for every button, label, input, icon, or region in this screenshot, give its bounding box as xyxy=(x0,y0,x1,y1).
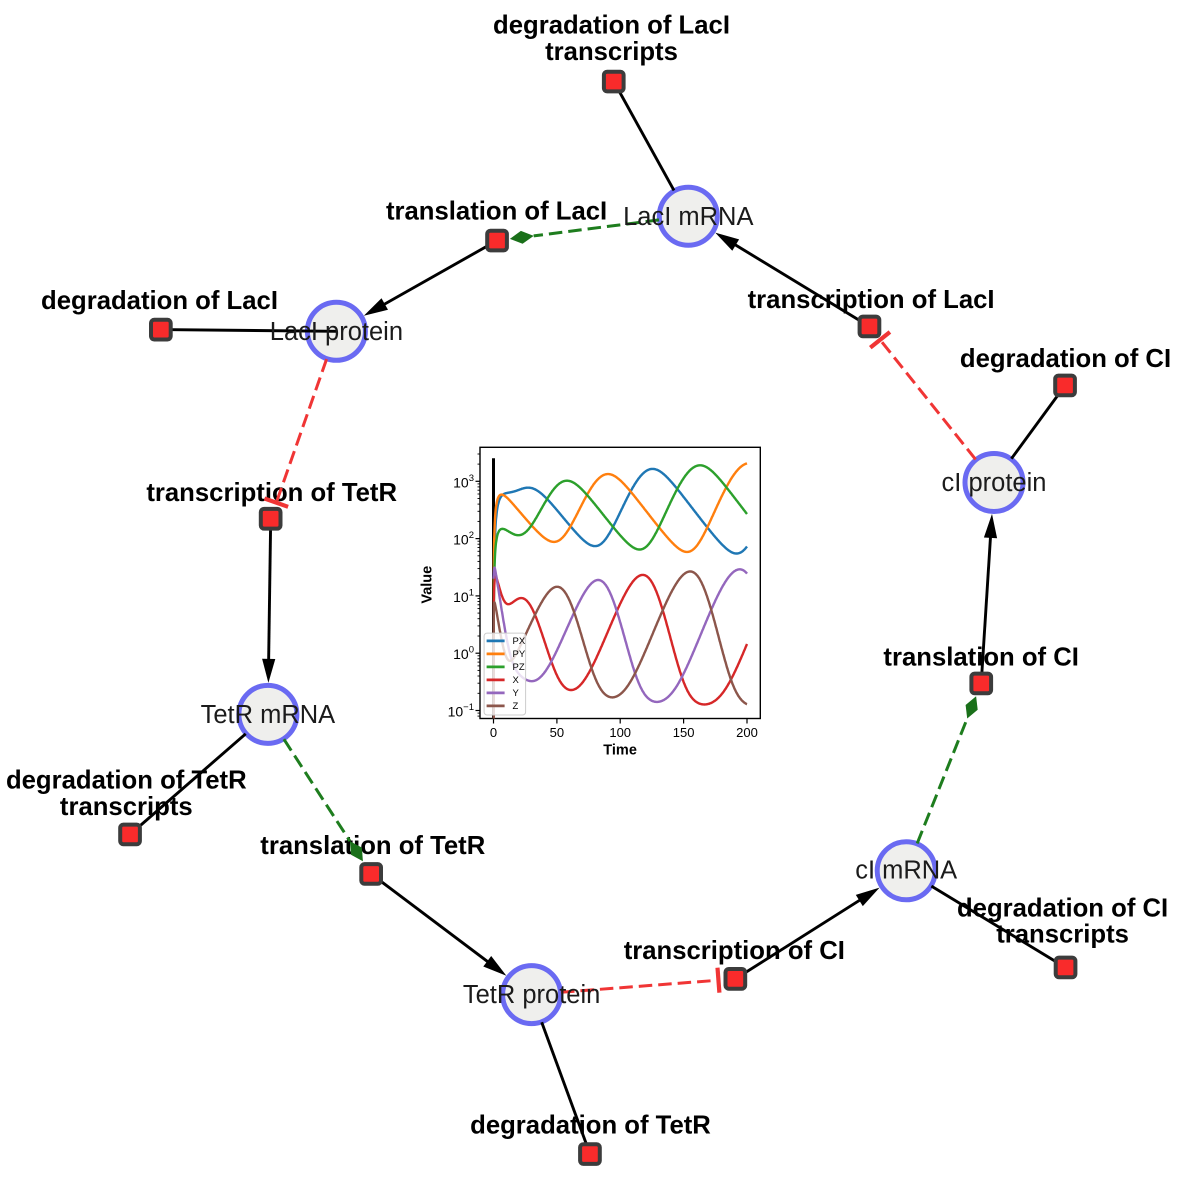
svg-text:50: 50 xyxy=(550,725,564,740)
svg-text:degradation of TetR: degradation of TetR xyxy=(6,766,247,794)
svg-text:degradation of TetR: degradation of TetR xyxy=(470,1112,711,1140)
svg-text:transcription of CI: transcription of CI xyxy=(624,937,845,965)
svg-text:LacI protein: LacI protein xyxy=(270,318,403,346)
svg-text:transcripts: transcripts xyxy=(996,921,1129,949)
svg-text:LacI mRNA: LacI mRNA xyxy=(623,203,753,231)
svg-text:X: X xyxy=(513,675,520,686)
svg-text:transcripts: transcripts xyxy=(545,38,678,66)
svg-text:Y: Y xyxy=(513,688,520,699)
svg-text:PZ: PZ xyxy=(513,662,525,673)
svg-text:Value: Value xyxy=(420,566,436,604)
svg-text:degradation of CI: degradation of CI xyxy=(960,345,1171,373)
svg-text:degradation of LacI: degradation of LacI xyxy=(493,12,730,40)
svg-text:0: 0 xyxy=(490,725,497,740)
svg-text:translation of LacI: translation of LacI xyxy=(386,198,607,226)
svg-text:TetR protein: TetR protein xyxy=(463,981,601,1009)
svg-text:100: 100 xyxy=(609,725,631,740)
svg-text:degradation of LacI: degradation of LacI xyxy=(41,287,278,315)
svg-text:degradation of CI: degradation of CI xyxy=(957,894,1168,922)
svg-text:PX: PX xyxy=(513,636,526,647)
svg-text:translation of TetR: translation of TetR xyxy=(260,832,485,860)
svg-text:Time: Time xyxy=(603,743,637,759)
svg-text:200: 200 xyxy=(736,725,758,740)
svg-text:transcription of LacI: transcription of LacI xyxy=(748,286,995,314)
svg-text:cI mRNA: cI mRNA xyxy=(855,857,957,885)
svg-text:Z: Z xyxy=(513,701,519,712)
svg-text:TetR mRNA: TetR mRNA xyxy=(201,701,336,729)
svg-text:PY: PY xyxy=(513,649,526,660)
svg-text:cI protein: cI protein xyxy=(942,469,1047,497)
svg-text:150: 150 xyxy=(673,725,695,740)
